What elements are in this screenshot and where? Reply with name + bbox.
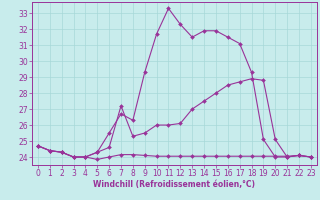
X-axis label: Windchill (Refroidissement éolien,°C): Windchill (Refroidissement éolien,°C) [93, 180, 255, 189]
